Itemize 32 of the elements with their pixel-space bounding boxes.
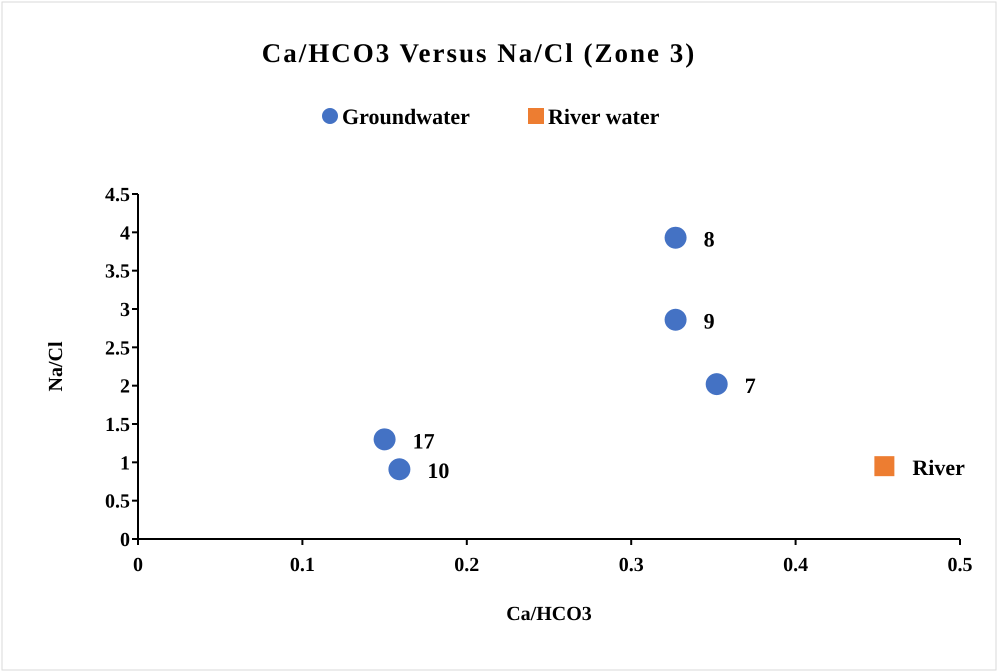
y-tick-label: 0 xyxy=(120,529,130,551)
y-tick-label: 0.5 xyxy=(105,490,130,513)
y-axis-title: Na/Cl xyxy=(45,341,67,392)
x-tick-label: 0.5 xyxy=(948,554,972,576)
legend-label: Groundwater xyxy=(342,104,470,129)
x-tick-label: 0.3 xyxy=(618,554,644,576)
point xyxy=(388,458,410,480)
point xyxy=(874,456,894,476)
legend-label: River water xyxy=(548,104,660,129)
y-tick-label: 3 xyxy=(120,299,130,321)
y-tick-label: 4 xyxy=(120,222,130,244)
y-tick-label: 4.5 xyxy=(105,184,130,206)
point xyxy=(664,308,687,331)
annotation: 7 xyxy=(744,373,756,398)
point xyxy=(374,428,396,450)
annotation: River xyxy=(912,455,966,480)
chart-title: Ca/HCO3 Versus Na/Cl (Zone 3) xyxy=(262,38,696,68)
x-tick-label: 0.2 xyxy=(454,554,480,576)
annotation: 10 xyxy=(427,458,450,484)
x-axis-title: Ca/HCO3 xyxy=(506,603,592,625)
y-tick-label: 3.5 xyxy=(105,260,130,283)
annotation: 8 xyxy=(704,226,715,252)
y-tick-label: 1.5 xyxy=(105,414,130,436)
annotation: 17 xyxy=(412,428,435,454)
point xyxy=(706,373,728,396)
x-tick-label: 0.1 xyxy=(290,554,315,576)
annotation: 9 xyxy=(704,308,715,334)
y-tick-label: 1 xyxy=(120,452,130,474)
y-tick-label: 2 xyxy=(120,376,130,398)
point xyxy=(664,226,687,249)
x-tick-label: 0.4 xyxy=(783,554,808,576)
y-tick-label: 2.5 xyxy=(105,337,130,360)
